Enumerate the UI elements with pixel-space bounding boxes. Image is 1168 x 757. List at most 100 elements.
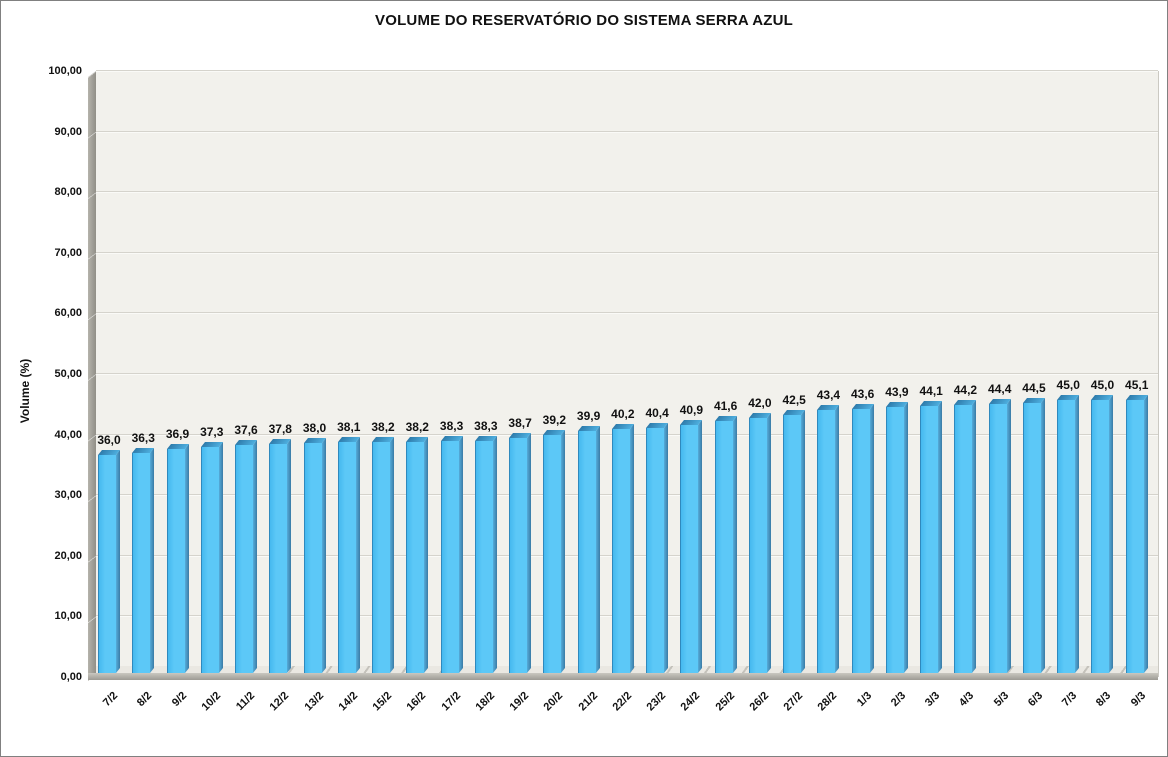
- bar: 44,1: [920, 384, 943, 673]
- y-tick-label: 90,00: [54, 125, 82, 138]
- bar-side-face: [253, 440, 258, 673]
- bar-value-label: 43,6: [850, 386, 875, 401]
- bar-value-label: 45,1: [1125, 377, 1149, 392]
- bar-side-face: [458, 435, 463, 673]
- bar-side-face: [1040, 398, 1045, 673]
- bar-front-face: [1057, 400, 1076, 673]
- bar-front-face: [200, 446, 219, 673]
- bar-front-face: [372, 441, 391, 673]
- bar-front-face: [748, 418, 767, 673]
- bar: 45,1: [1125, 378, 1148, 673]
- bar-value-label: 41,6: [713, 398, 738, 413]
- gridline: [96, 373, 1158, 375]
- y-tick-label: 80,00: [54, 186, 82, 199]
- y-tick-label: 100,00: [48, 65, 82, 77]
- bar: 38,0: [303, 421, 326, 673]
- bar-top-face: [440, 435, 463, 441]
- bar: 38,3: [440, 419, 463, 673]
- bar-side-face: [1006, 398, 1011, 673]
- gridline: [96, 70, 1158, 72]
- gridline: [96, 130, 1158, 133]
- bar-value-label: 37,3: [200, 424, 224, 439]
- bar-value-label: 44,2: [953, 383, 978, 398]
- bar-side-face: [116, 449, 120, 673]
- bar-side-face: [355, 437, 360, 673]
- bar-side-face: [424, 436, 429, 673]
- bar-value-label: 37,6: [234, 423, 258, 438]
- bar: 37,6: [234, 423, 258, 673]
- bar-value-label: 38,2: [405, 419, 429, 434]
- bar-top-face: [166, 444, 189, 450]
- y-tick-label: 50,00: [54, 368, 82, 380]
- bar: 36,9: [166, 427, 189, 673]
- gridline: [96, 251, 1158, 254]
- bar: 36,3: [132, 431, 155, 673]
- bar-front-face: [440, 440, 459, 673]
- bar-side-face: [766, 413, 771, 673]
- bar-value-label: 45,0: [1090, 378, 1115, 393]
- bar-top-face: [1125, 394, 1148, 400]
- bar-front-face: [954, 405, 973, 673]
- bar-front-face: [166, 449, 185, 673]
- bar-value-label: 43,4: [816, 387, 841, 402]
- bar-front-face: [474, 440, 493, 673]
- bar: 38,7: [508, 416, 532, 673]
- bar: 38,3: [474, 419, 498, 673]
- bar-top-face: [372, 436, 395, 442]
- gridline: [96, 312, 1158, 315]
- bar-top-face: [200, 441, 223, 447]
- bar-front-face: [646, 428, 665, 673]
- bar: 41,6: [714, 399, 737, 673]
- bar-front-face: [98, 454, 116, 673]
- bar-side-face: [938, 400, 943, 673]
- y-tick-label: 60,00: [54, 307, 82, 320]
- bar-side-face: [492, 435, 497, 673]
- left-wall-3d: [88, 71, 96, 681]
- bar: 37,3: [200, 425, 223, 673]
- bar: 45,0: [1091, 378, 1114, 673]
- y-tick-label: 70,00: [54, 246, 82, 259]
- bar-value-label: 38,2: [371, 419, 395, 434]
- bar: 42,5: [782, 393, 806, 673]
- bar-value-label: 40,2: [611, 407, 635, 422]
- bar-value-label: 38,3: [474, 418, 498, 433]
- bar-value-label: 37,8: [268, 421, 292, 436]
- bar-side-face: [561, 430, 566, 673]
- bar-side-face: [732, 415, 737, 673]
- bar-top-face: [406, 436, 429, 442]
- bar-value-label: 40,9: [679, 403, 704, 418]
- bar-side-face: [1075, 395, 1080, 673]
- bar-top-face: [988, 398, 1011, 404]
- bar-top-face: [714, 415, 737, 421]
- bar-front-face: [851, 408, 870, 673]
- bar-side-face: [287, 438, 292, 673]
- bar: 44,2: [954, 383, 977, 673]
- bar-front-face: [1125, 399, 1144, 673]
- bar-front-face: [680, 425, 699, 673]
- bar-side-face: [801, 410, 806, 673]
- bar-side-face: [390, 436, 395, 673]
- bar-value-label: 39,2: [542, 413, 567, 428]
- bar-value-label: 38,1: [337, 420, 361, 435]
- bar-front-face: [235, 445, 254, 673]
- bar: 43,6: [851, 387, 874, 673]
- bar-front-face: [1022, 403, 1041, 673]
- bar: 44,4: [988, 382, 1011, 673]
- bar-front-face: [920, 405, 939, 673]
- bar: 39,2: [543, 413, 566, 673]
- bar-value-label: 38,3: [439, 418, 464, 433]
- bar: 40,4: [645, 406, 669, 673]
- bar-front-face: [269, 443, 288, 673]
- y-tick-label: 40,00: [54, 428, 82, 441]
- bar-value-label: 36,9: [165, 427, 190, 442]
- bar-top-face: [851, 403, 874, 409]
- bar: 38,1: [337, 420, 360, 673]
- bar-side-face: [972, 400, 977, 673]
- bar-side-face: [698, 420, 703, 673]
- bar-front-face: [577, 431, 596, 673]
- bar-side-face: [184, 444, 189, 673]
- bar-side-face: [150, 448, 155, 673]
- bar-side-face: [218, 441, 223, 673]
- bar-front-face: [337, 442, 356, 673]
- floor-front-3d: [88, 673, 1158, 680]
